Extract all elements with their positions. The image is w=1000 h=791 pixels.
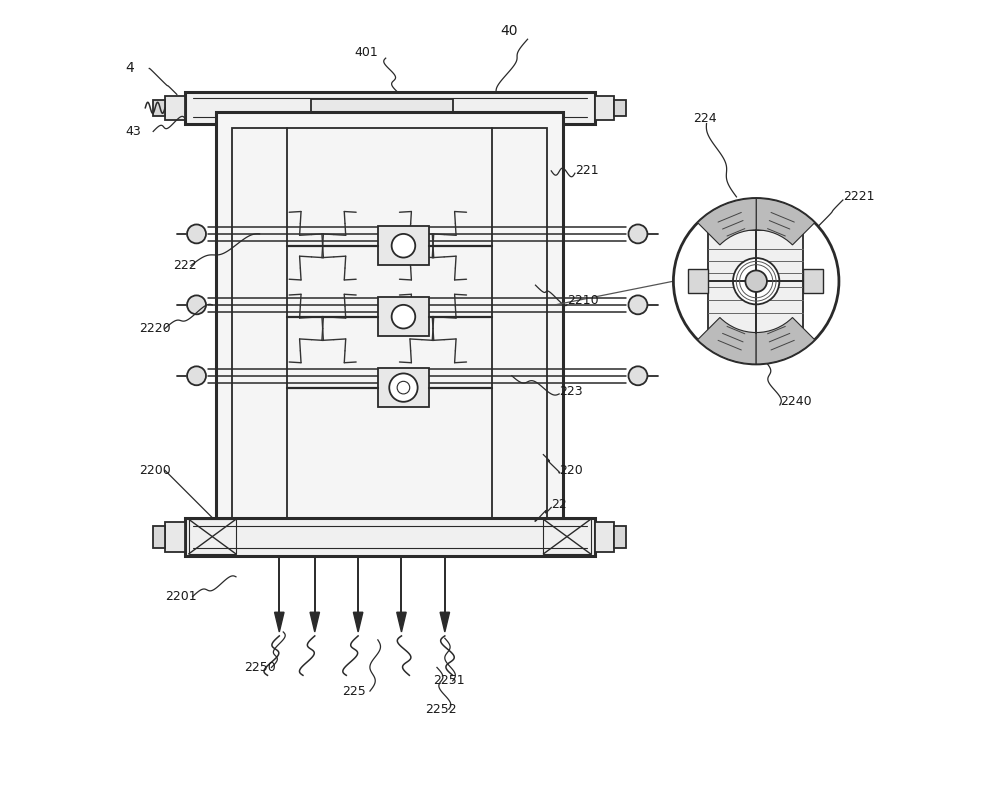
Text: 22: 22 — [551, 498, 567, 511]
Bar — [378, 226, 429, 266]
Text: 2221: 2221 — [843, 191, 874, 203]
Text: 2220: 2220 — [139, 322, 171, 335]
Circle shape — [187, 295, 206, 314]
Bar — [189, 519, 236, 554]
Text: 40: 40 — [500, 25, 518, 38]
Text: 222: 222 — [173, 259, 197, 272]
Bar — [216, 112, 563, 553]
Polygon shape — [440, 612, 450, 632]
Circle shape — [745, 271, 767, 292]
Bar — [153, 100, 165, 115]
Text: 2250: 2250 — [244, 661, 276, 674]
Bar — [708, 230, 803, 333]
Text: 221: 221 — [575, 165, 599, 177]
Bar — [185, 517, 595, 555]
Bar — [688, 270, 708, 293]
Text: 2201: 2201 — [165, 590, 197, 603]
Bar — [378, 368, 429, 407]
Polygon shape — [353, 612, 363, 632]
Text: 2252: 2252 — [425, 702, 457, 716]
Circle shape — [733, 258, 779, 305]
Circle shape — [628, 366, 647, 385]
Wedge shape — [756, 199, 815, 245]
Text: 224: 224 — [693, 112, 717, 124]
Circle shape — [628, 295, 647, 314]
Bar — [595, 521, 614, 551]
Bar — [185, 92, 595, 123]
Text: 220: 220 — [559, 464, 583, 477]
Text: 2200: 2200 — [139, 464, 171, 477]
Text: 2240: 2240 — [780, 396, 811, 408]
Circle shape — [628, 225, 647, 244]
Bar — [614, 525, 626, 547]
Bar — [378, 297, 429, 336]
Text: 2210: 2210 — [567, 294, 599, 308]
Circle shape — [397, 381, 410, 394]
Circle shape — [392, 234, 415, 258]
Wedge shape — [756, 317, 815, 364]
Bar — [614, 100, 626, 115]
Bar — [165, 96, 185, 119]
Bar — [165, 521, 185, 551]
Bar — [153, 525, 165, 547]
Text: 223: 223 — [559, 385, 583, 398]
Text: 4: 4 — [126, 62, 134, 75]
Polygon shape — [397, 612, 406, 632]
Bar — [232, 127, 547, 537]
Wedge shape — [698, 317, 756, 364]
Circle shape — [673, 199, 839, 364]
Circle shape — [187, 366, 206, 385]
Bar — [543, 519, 591, 554]
Circle shape — [392, 305, 415, 328]
Polygon shape — [275, 612, 284, 632]
Bar — [803, 270, 823, 293]
Text: 2251: 2251 — [433, 675, 465, 687]
Circle shape — [187, 225, 206, 244]
Bar — [595, 96, 614, 119]
Text: 401: 401 — [354, 46, 378, 59]
Text: 43: 43 — [126, 125, 141, 138]
Bar — [311, 99, 453, 116]
Wedge shape — [698, 199, 756, 245]
Circle shape — [389, 373, 418, 402]
Polygon shape — [310, 612, 319, 632]
Text: 225: 225 — [342, 684, 366, 698]
